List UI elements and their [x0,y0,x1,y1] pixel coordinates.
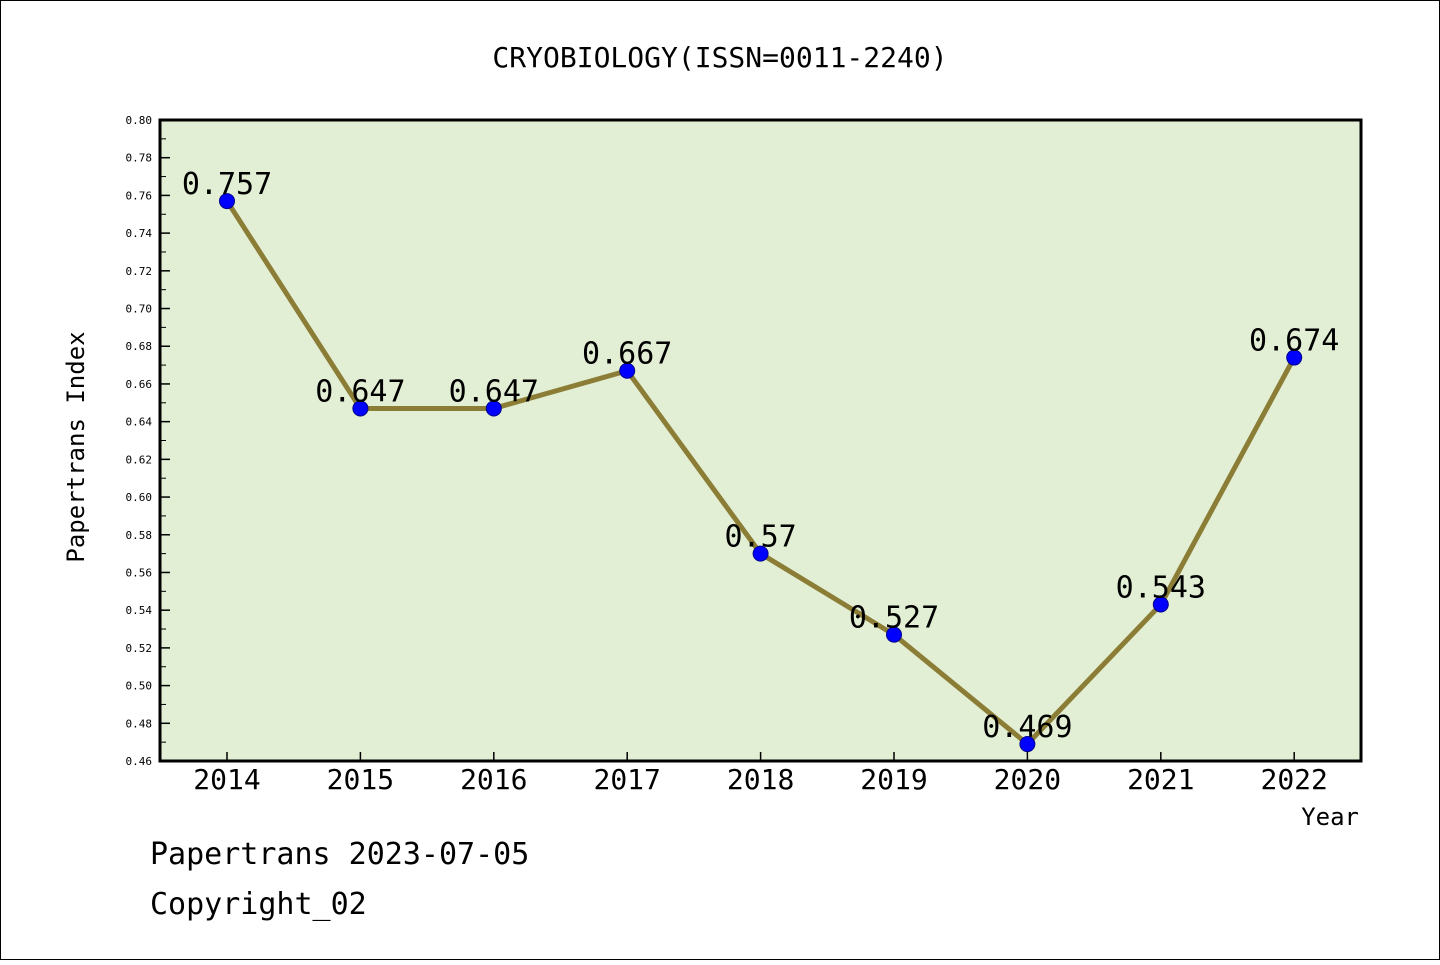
data-label: 0.57 [724,520,796,555]
y-tick-label: 0.54 [126,604,153,617]
data-label: 0.674 [1249,324,1339,359]
x-tick-label: 2017 [593,763,660,796]
footer-copyright: Copyright_02 [150,887,367,922]
data-point [219,193,235,210]
x-tick-label: 2020 [994,763,1061,796]
data-label: 0.469 [982,710,1072,745]
plot-area [160,120,1361,761]
y-tick-label: 0.72 [126,265,153,278]
plot-frame [158,118,1363,763]
data-point [1019,736,1036,753]
x-tick-label: 2014 [193,763,260,796]
y-tick-label: 0.58 [126,529,153,542]
y-tick-label: 0.74 [126,227,153,240]
y-tick-label: 0.56 [126,566,153,579]
y-tick-label: 0.68 [126,340,153,353]
footer-date: Papertrans 2023-07-05 [150,837,529,872]
data-label: 0.543 [1116,571,1206,606]
data-point [752,545,769,562]
data-point [485,400,502,417]
data-point [886,626,902,643]
y-tick-label: 0.48 [126,717,153,730]
y-axis-title: Papertrans Index [62,331,90,562]
x-tick-label: 2022 [1260,763,1327,796]
data-markers [219,193,1303,753]
y-tick-label: 0.60 [126,491,153,504]
chart-title: CRYOBIOLOGY(ISSN=0011-2240) [492,41,947,74]
y-tick-label: 0.80 [126,114,153,127]
x-axis-title: Year [1301,803,1359,831]
data-point [1286,349,1303,366]
y-tick-label: 0.78 [126,152,153,165]
data-label: 0.527 [849,601,939,636]
y-axis-ticks: 0.46 0.48 0.50 0.52 0.54 0.56 0.58 0.60 0.62 0.64… [126,114,170,768]
data-point [352,400,369,417]
y-tick-label: 0.64 [126,416,153,429]
y-tick-label: 0.76 [126,189,153,202]
x-tick-label: 2018 [727,763,794,796]
x-tick-label: 2015 [327,763,394,796]
x-axis-ticks: 2014 2015 2016 2017 2018 2019 2020 2021 2022 [193,752,1328,796]
x-tick-label: 2021 [1127,763,1194,796]
y-tick-label: 0.62 [126,453,153,466]
data-point [1152,596,1169,613]
data-label: 0.647 [315,374,405,409]
data-label: 0.757 [182,167,272,202]
y-tick-label: 0.66 [126,378,153,391]
data-point [619,362,636,379]
y-tick-label: 0.70 [126,303,153,316]
data-labels: 0.757 0.647 0.647 0.667 0.57 0.527 0.469 0.543 0… [182,167,1340,745]
y-tick-label: 0.52 [126,642,153,655]
data-label: 0.667 [582,337,672,372]
x-tick-label: 2016 [460,763,527,796]
y-tick-label: 0.46 [126,755,153,768]
data-label: 0.647 [449,374,539,409]
x-tick-label: 2019 [860,763,927,796]
y-tick-label: 0.50 [126,680,153,693]
